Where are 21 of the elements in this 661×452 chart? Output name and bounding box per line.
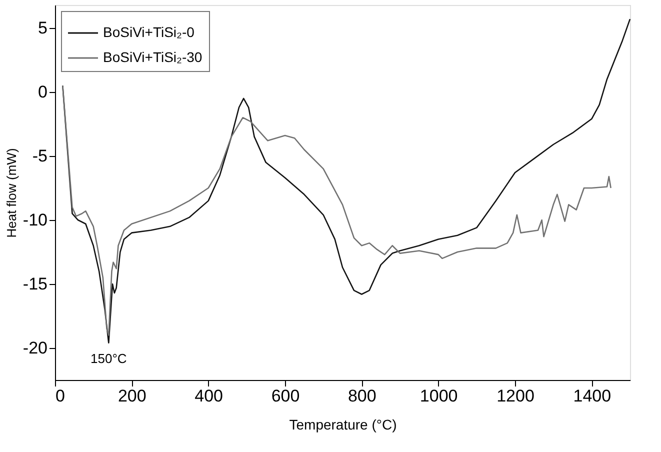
x-tick-label: 800 [348, 386, 376, 406]
y-tick-label: 5 [38, 18, 48, 38]
y-tick-label: 0 [38, 82, 48, 102]
y-axis-title: Heat flow (mW) [4, 148, 19, 238]
x-tick-label: 1400 [573, 386, 612, 406]
x-axis-title: Temperature (°C) [289, 416, 397, 432]
x-tick-label: 0 [56, 386, 65, 406]
y-tick-label: -20 [22, 338, 48, 358]
x-tick-label: 1200 [496, 386, 534, 406]
y-tick-label: -10 [22, 210, 48, 230]
y-tick-label: -15 [22, 274, 48, 294]
x-tick-label: 1000 [420, 386, 458, 406]
annotation: 150°C [90, 350, 127, 366]
x-tick-label: 400 [194, 386, 224, 406]
legend-label: BoSiVi+TiSi₂-0 [103, 24, 195, 40]
y-tick-label: -5 [32, 146, 48, 166]
legend-label: BoSiVi+TiSi₂-30 [103, 49, 202, 65]
line-series [62, 84, 612, 336]
x-tick-label: 200 [118, 386, 146, 406]
line-series [62, 18, 631, 344]
x-tick-label: 600 [271, 386, 300, 406]
